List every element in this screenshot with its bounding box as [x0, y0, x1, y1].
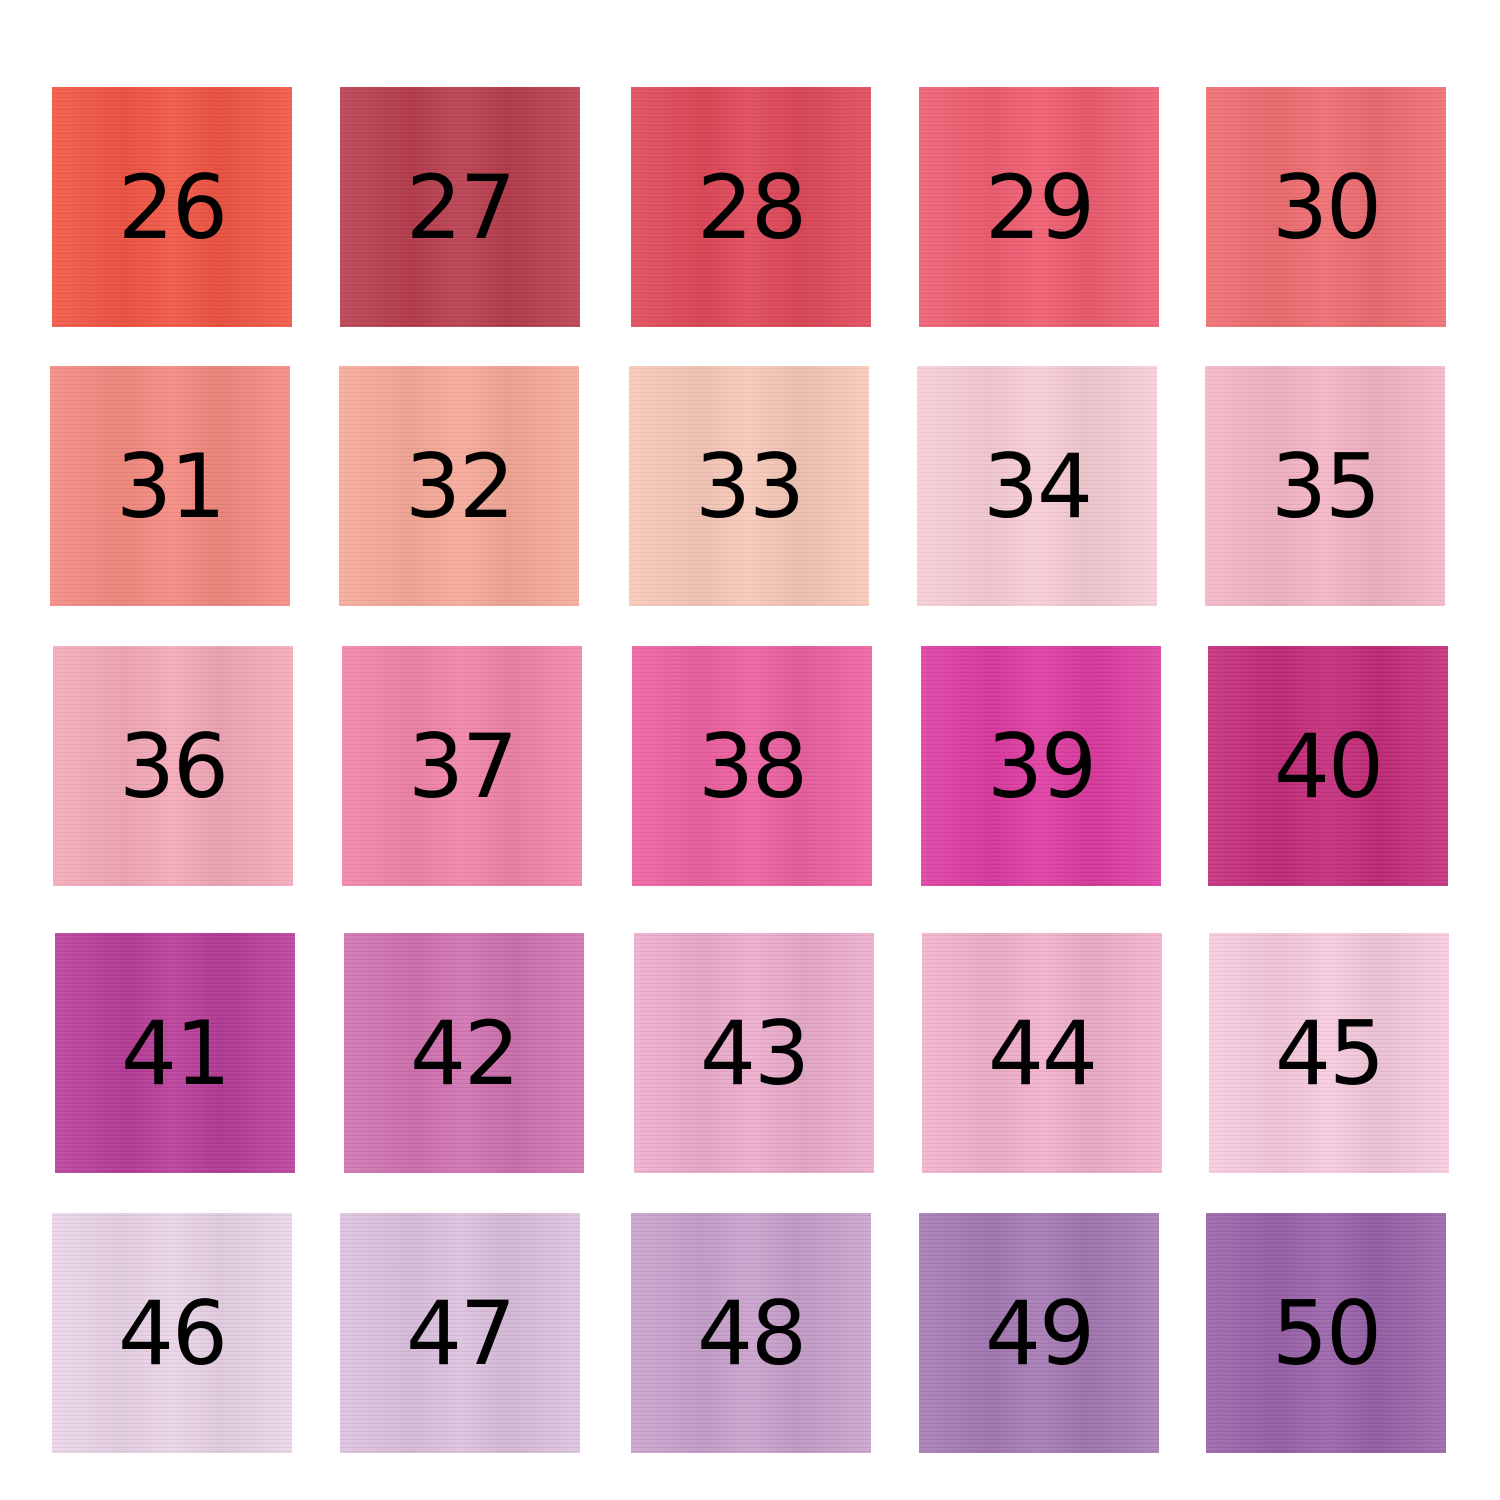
- swatch-number: 32: [405, 434, 515, 538]
- swatch-number: 37: [408, 714, 518, 818]
- swatch-number: 29: [985, 155, 1095, 259]
- color-swatch: 49: [919, 1213, 1159, 1453]
- swatch-number: 35: [1271, 434, 1381, 538]
- color-swatch: 50: [1206, 1213, 1446, 1453]
- color-swatch: 32: [339, 366, 579, 606]
- swatch-number: 47: [406, 1281, 516, 1385]
- swatch-number: 33: [695, 434, 805, 538]
- swatch-number: 40: [1274, 714, 1384, 818]
- color-swatch: 37: [342, 646, 582, 886]
- color-swatch: 47: [340, 1213, 580, 1453]
- color-swatch: 30: [1206, 87, 1446, 327]
- color-swatch: 43: [634, 933, 874, 1173]
- swatch-number: 46: [118, 1281, 228, 1385]
- swatch-number: 27: [406, 155, 516, 259]
- color-swatch: 38: [632, 646, 872, 886]
- color-swatch: 29: [919, 87, 1159, 327]
- color-swatch: 46: [52, 1213, 292, 1453]
- color-swatch: 28: [631, 87, 871, 327]
- color-swatch: 33: [629, 366, 869, 606]
- color-swatch: 35: [1205, 366, 1445, 606]
- color-swatch: 27: [340, 87, 580, 327]
- swatch-number: 34: [983, 434, 1093, 538]
- color-swatch: 40: [1208, 646, 1448, 886]
- swatch-number: 26: [118, 155, 228, 259]
- swatch-number: 50: [1272, 1281, 1382, 1385]
- swatch-number: 42: [410, 1001, 520, 1105]
- color-swatch: 26: [52, 87, 292, 327]
- color-swatch: 42: [344, 933, 584, 1173]
- color-swatch: 48: [631, 1213, 871, 1453]
- swatch-number: 48: [697, 1281, 807, 1385]
- color-swatch: 34: [917, 366, 1157, 606]
- swatch-number: 44: [988, 1001, 1098, 1105]
- color-swatch: 45: [1209, 933, 1449, 1173]
- swatch-number: 38: [698, 714, 808, 818]
- swatch-number: 31: [116, 434, 226, 538]
- color-swatch: 39: [921, 646, 1161, 886]
- swatch-number: 43: [700, 1001, 810, 1105]
- swatch-number: 36: [119, 714, 229, 818]
- color-swatch: 31: [50, 366, 290, 606]
- swatch-number: 28: [697, 155, 807, 259]
- swatch-number: 45: [1275, 1001, 1385, 1105]
- swatch-number: 41: [121, 1001, 231, 1105]
- swatch-number: 49: [985, 1281, 1095, 1385]
- color-swatch: 36: [53, 646, 293, 886]
- swatch-number: 39: [987, 714, 1097, 818]
- color-swatch: 44: [922, 933, 1162, 1173]
- swatch-number: 30: [1272, 155, 1382, 259]
- color-swatch: 41: [55, 933, 295, 1173]
